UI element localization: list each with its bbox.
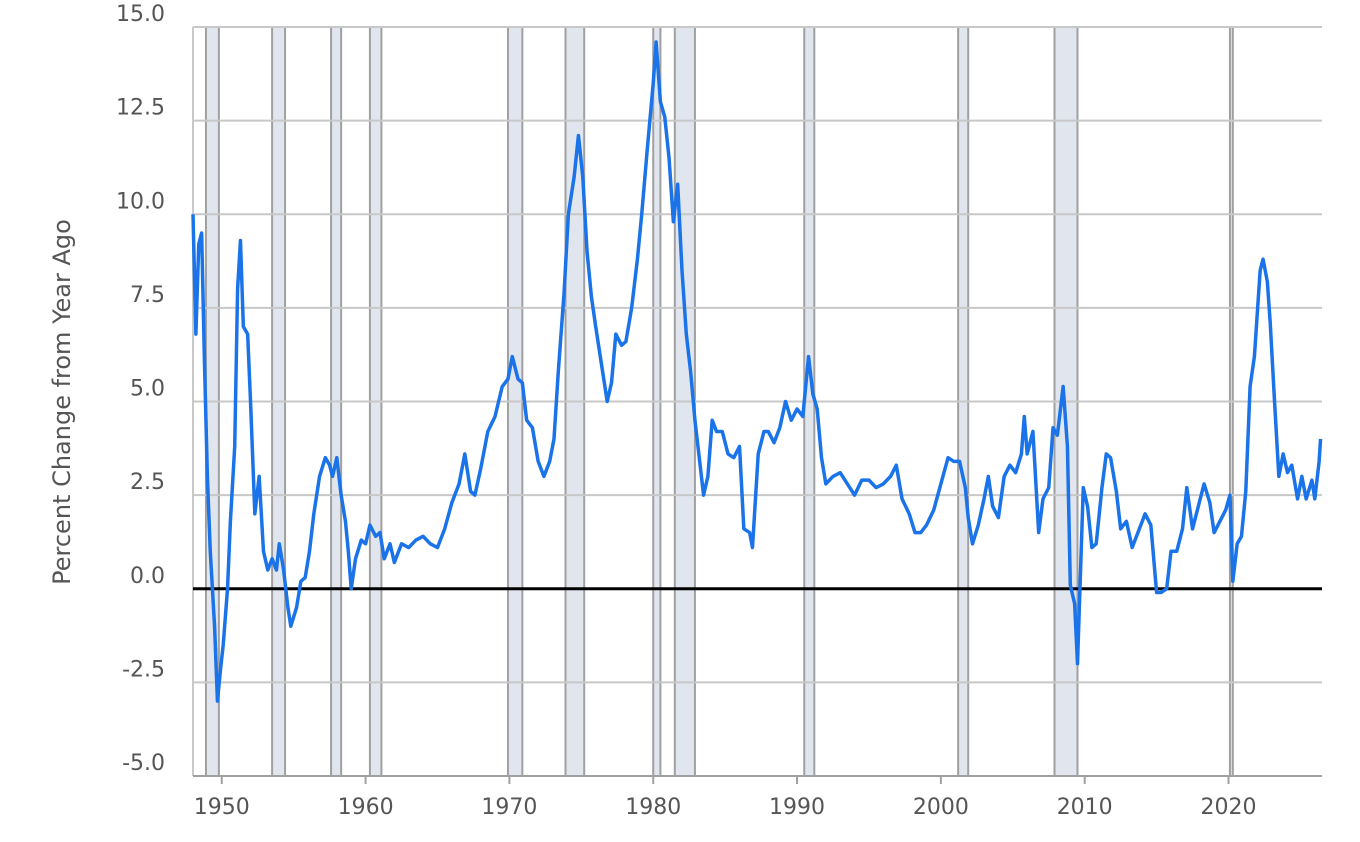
y-tick-label: 10.0 xyxy=(116,189,165,214)
y-tick-label: -5.0 xyxy=(122,751,165,776)
x-tick-label: 1980 xyxy=(625,795,681,820)
data-line xyxy=(191,40,1323,703)
y-tick-label: 12.5 xyxy=(116,96,165,121)
y-tick-label: 15.0 xyxy=(116,2,165,27)
x-tick-label: 1970 xyxy=(481,795,537,820)
y-tick-label: 7.5 xyxy=(130,283,165,308)
x-tick-label: 2000 xyxy=(913,795,969,820)
y-tick-label: -2.5 xyxy=(122,657,165,682)
x-tick-label: 1990 xyxy=(769,795,825,820)
x-tick-label: 2020 xyxy=(1201,795,1257,820)
x-tick-label: 1960 xyxy=(338,795,394,820)
x-tick-label: 2010 xyxy=(1057,795,1113,820)
y-tick-label: 0.0 xyxy=(130,564,165,589)
y-axis-title: Percent Change from Year Ago xyxy=(48,219,76,585)
y-tick-label: 5.0 xyxy=(130,377,165,402)
y-tick-label: 2.5 xyxy=(130,470,165,495)
x-tick-label: 1950 xyxy=(194,795,250,820)
